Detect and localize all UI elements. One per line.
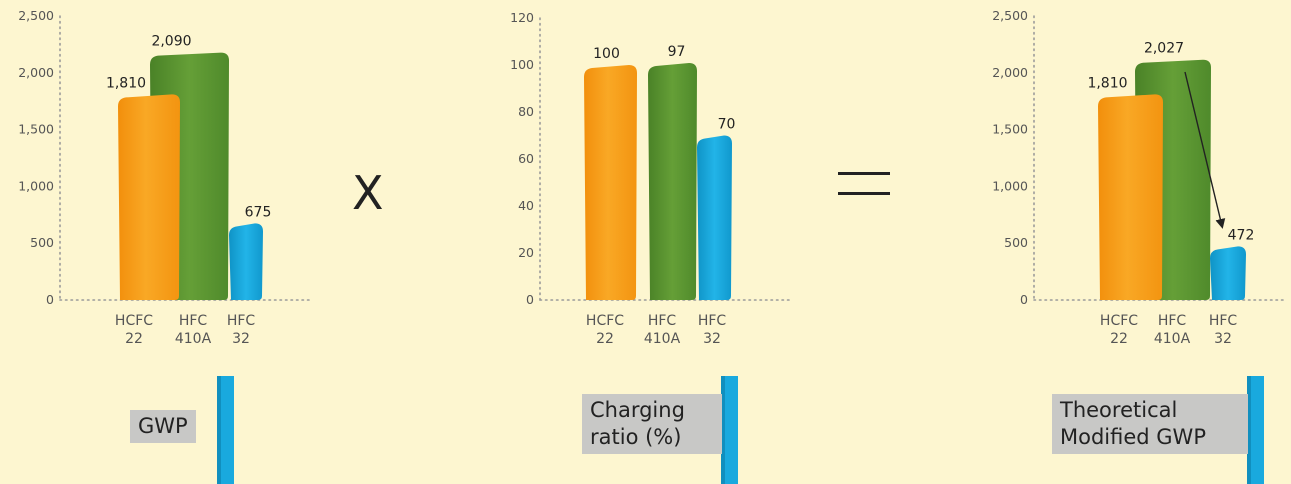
data-label: 472 <box>1228 227 1255 243</box>
x-tick-label-line: 32 <box>1214 331 1232 347</box>
data-label: 97 <box>668 44 686 60</box>
x-tick-label: HCFC 22 <box>1100 313 1138 347</box>
x-tick-label: HFC 32 <box>1209 313 1238 347</box>
y-tick-label: 1,000 <box>18 178 54 193</box>
annotation-arrow <box>1184 71 1226 229</box>
bar-hcfc-22 <box>118 94 180 300</box>
x-tick-label-line: 410A <box>1154 331 1191 347</box>
bar-hcfc-22 <box>584 65 637 300</box>
data-label: 70 <box>718 117 736 133</box>
caption-gwp-box: GWP <box>130 410 196 443</box>
x-tick-label-line: 22 <box>125 331 143 347</box>
y-tick-label: 2,500 <box>18 8 54 23</box>
bar-hfc-32 <box>1210 246 1246 300</box>
caption-modified-line-2: Modified GWP <box>1060 425 1206 449</box>
y-tick-label: 0 <box>46 292 54 307</box>
chart-0: 0 500 1,000 1,500 2,000 2,500 1,810 2,090 675 HCF… <box>18 8 313 347</box>
y-tick-label: 1,500 <box>992 122 1028 137</box>
x-tick-label-line: 410A <box>175 331 212 347</box>
y-tick-label: 2,000 <box>18 65 54 80</box>
multiply-operator: X <box>352 166 384 220</box>
bar-hfc-32 <box>697 135 732 300</box>
y-tick-label: 40 <box>518 198 534 213</box>
caption-charging-box: Charging ratio (%) <box>582 394 722 454</box>
x-tick-label-line: 32 <box>703 331 721 347</box>
caption-flag <box>1247 376 1264 484</box>
x-tick-label: HFC 32 <box>698 313 727 347</box>
y-tick-label: 0 <box>1020 292 1028 307</box>
y-tick-label: 2,000 <box>992 65 1028 80</box>
caption-modified-line-1: Theoretical <box>1060 398 1178 422</box>
x-tick-label-line: HFC <box>1158 313 1187 329</box>
x-tick-label-line: HCFC <box>115 313 153 329</box>
y-tick-label: 120 <box>510 10 534 25</box>
x-tick-label-line: HFC <box>648 313 677 329</box>
x-tick-label-line: HCFC <box>1100 313 1138 329</box>
bar-hfc-410a <box>648 63 697 300</box>
x-tick-label: HFC 410A <box>644 313 681 347</box>
data-label: 100 <box>593 46 620 62</box>
x-tick-label-line: 410A <box>644 331 681 347</box>
data-label: 2,090 <box>151 34 191 50</box>
caption-flag <box>217 376 234 484</box>
y-tick-label: 0 <box>526 292 534 307</box>
x-tick-label-line: 22 <box>1110 331 1128 347</box>
x-tick-label: HCFC 22 <box>115 313 153 347</box>
x-tick-label-line: 22 <box>596 331 614 347</box>
x-tick-label-line: HFC <box>1209 313 1238 329</box>
data-label: 2,027 <box>1144 41 1184 57</box>
y-tick-label: 20 <box>518 245 534 260</box>
y-tick-label: 1,000 <box>992 178 1028 193</box>
y-tick-label: 500 <box>1004 235 1028 250</box>
x-tick-label-line: 32 <box>232 331 250 347</box>
x-tick-label: HFC 32 <box>227 313 256 347</box>
bar-hcfc-22 <box>1098 94 1163 300</box>
data-label: 1,810 <box>1087 75 1127 91</box>
chart-2: 0 500 1,000 1,500 2,000 2,500 1,810 2,027 472 HCF… <box>992 8 1287 347</box>
y-tick-label: 80 <box>518 104 534 119</box>
chart-1: 0 20 40 60 80 100 120 100 97 70 HCFC 22 HFC 410A HFC 32 <box>510 10 791 347</box>
y-tick-label: 60 <box>518 151 534 166</box>
x-tick-label: HCFC 22 <box>586 313 624 347</box>
caption-modified-box: Theoretical Modified GWP <box>1052 394 1248 454</box>
data-label: 675 <box>245 204 272 220</box>
data-label: 1,810 <box>106 75 146 91</box>
y-tick-label: 500 <box>30 235 54 250</box>
x-tick-label-line: HCFC <box>586 313 624 329</box>
y-tick-label: 1,500 <box>18 122 54 137</box>
equals-operator: = <box>838 170 890 200</box>
x-tick-label-line: HFC <box>179 313 208 329</box>
x-tick-label: HFC 410A <box>175 313 212 347</box>
caption-charging-line-2: ratio (%) <box>590 425 682 449</box>
x-tick-label: HFC 410A <box>1154 313 1191 347</box>
x-tick-label-line: HFC <box>698 313 727 329</box>
x-tick-label-line: HFC <box>227 313 256 329</box>
caption-gwp-text: GWP <box>138 414 188 438</box>
caption-flag <box>721 376 738 484</box>
y-tick-label: 100 <box>510 57 534 72</box>
bar-hfc-32 <box>229 223 263 300</box>
caption-charging-line-1: Charging <box>590 398 685 422</box>
y-tick-label: 2,500 <box>992 8 1028 23</box>
